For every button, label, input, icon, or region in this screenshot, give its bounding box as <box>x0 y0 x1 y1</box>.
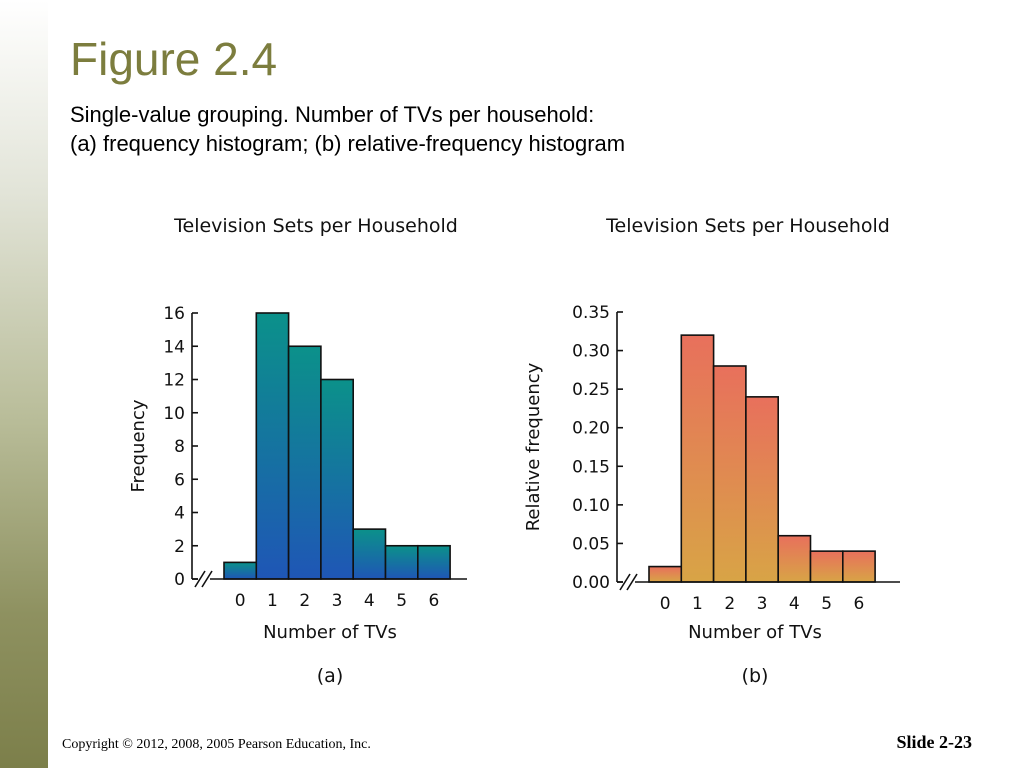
x-tick-label: 5 <box>821 594 832 614</box>
relative-frequency-histogram: Television Sets per Household 0.00 0.05 0.1… <box>523 215 900 687</box>
bar-5 <box>384 544 419 580</box>
chart-title: Television Sets per Household <box>173 215 458 237</box>
x-tick-label: 6 <box>429 591 440 611</box>
y-tick-label: 0.20 <box>572 419 610 439</box>
x-tick-label: 5 <box>396 591 407 611</box>
frequency-histogram: Television Sets per Household02468101214… <box>128 215 467 687</box>
x-tick-label: 1 <box>692 594 703 614</box>
chart-title: Television Sets per Household <box>605 215 890 237</box>
bar-1 <box>255 312 290 580</box>
bar-6 <box>841 550 876 583</box>
y-tick-label: 0.00 <box>572 573 610 593</box>
x-tick-label: 0 <box>235 591 246 611</box>
x-tick-label: 6 <box>854 594 865 614</box>
y-axis-label: Relative frequency <box>523 362 544 531</box>
y-tick-label: 12 <box>163 371 185 391</box>
page-title: Figure 2.4 <box>70 33 278 85</box>
y-tick-label: 14 <box>163 337 185 357</box>
y-tick-label: 0.30 <box>572 342 610 362</box>
x-tick-label: 0 <box>660 594 671 614</box>
bar-2 <box>287 345 322 580</box>
y-tick-label: 0.15 <box>572 457 610 477</box>
axis-break-mark <box>626 573 638 591</box>
bar-4 <box>352 528 387 580</box>
y-tick-label: 0 <box>174 570 185 590</box>
y-tick-label: 16 <box>163 304 185 324</box>
x-tick-label: 3 <box>332 591 343 611</box>
x-tick-label: 4 <box>364 591 375 611</box>
y-tick-label: 10 <box>163 404 185 424</box>
y-axis-label: Frequency <box>128 399 149 492</box>
x-axis-label: Number of TVs <box>688 622 822 643</box>
bar-2 <box>712 365 747 583</box>
x-axis-label: Number of TVs <box>263 622 397 643</box>
bar-5 <box>809 550 844 583</box>
bar-1 <box>680 334 715 583</box>
bar-3 <box>745 396 780 583</box>
copyright-notice: Copyright © 2012, 2008, 2005 Pearson Edu… <box>62 737 371 752</box>
x-tick-label: 4 <box>789 594 800 614</box>
subtitle-line-2: (a) frequency histogram; (b) relative-fr… <box>70 131 626 156</box>
panel-label: (a) <box>317 665 343 687</box>
axis-break-mark <box>194 570 206 588</box>
x-tick-label: 2 <box>724 594 735 614</box>
y-tick-label: 4 <box>174 504 185 524</box>
sidebar-gradient <box>0 0 48 768</box>
y-tick-label: 0.05 <box>572 534 610 554</box>
y-tick-label: 0.25 <box>572 380 610 400</box>
bar-6 <box>416 544 451 580</box>
bar-0 <box>648 565 683 583</box>
x-tick-label: 2 <box>299 591 310 611</box>
page-subtitle: Single-value grouping. Number of TVs per… <box>70 100 625 158</box>
bar-4 <box>777 534 812 583</box>
y-tick-label: 0.10 <box>572 496 610 516</box>
x-tick-label: 1 <box>267 591 278 611</box>
y-tick-label: 6 <box>174 470 185 490</box>
y-tick-label: 8 <box>174 437 185 457</box>
panel-label: (b) <box>742 665 769 687</box>
axis-break-mark <box>619 573 631 591</box>
y-tick-label: 0.35 <box>572 303 610 323</box>
bar-3 <box>320 378 354 580</box>
bar-0 <box>223 561 258 580</box>
subtitle-line-1: Single-value grouping. Number of TVs per… <box>70 102 595 127</box>
slide-number: Slide 2-23 <box>896 732 972 752</box>
x-tick-label: 3 <box>757 594 768 614</box>
y-tick-label: 2 <box>174 537 185 557</box>
axis-break-mark <box>201 570 213 588</box>
